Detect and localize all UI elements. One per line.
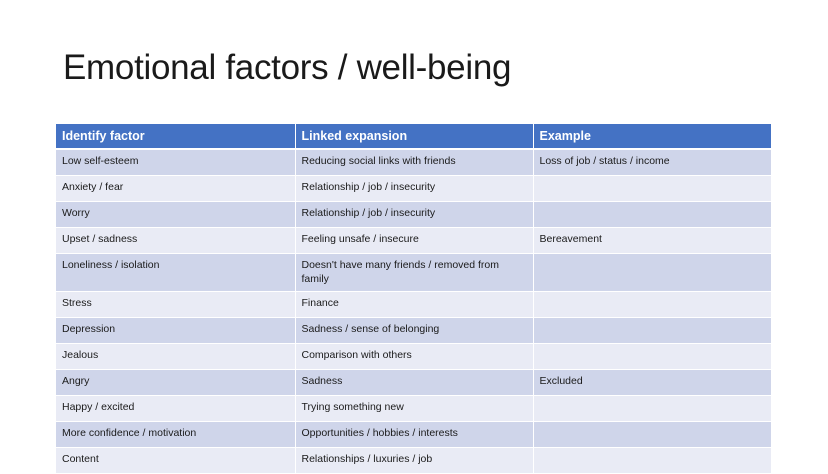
factor-cell: Loneliness / isolation (56, 253, 296, 292)
table-row: Stress Finance (56, 291, 771, 318)
expansion-cell: Relationship / job / insecurity (295, 175, 534, 202)
expansion-cell: Sadness (295, 369, 534, 396)
factor-cell: Anxiety / fear (56, 175, 296, 202)
table-row: Content Relationships / luxuries / job (56, 447, 771, 474)
table-row: Low self-esteem Reducing social links wi… (56, 149, 771, 176)
table-body: Low self-esteem Reducing social links wi… (56, 149, 771, 474)
factor-cell: Angry (56, 369, 296, 396)
example-cell (533, 201, 771, 228)
factor-cell: Depression (56, 317, 296, 344)
table-row: Depression Sadness / sense of belonging (56, 317, 771, 344)
factor-cell: Jealous (56, 343, 296, 370)
table-row: Jealous Comparison with others (56, 343, 771, 370)
expansion-cell: Relationship / job / insecurity (295, 201, 534, 228)
table-row: More confidence / motivation Opportuniti… (56, 421, 771, 448)
header-row: Identify factor Linked expansion Example (56, 124, 771, 150)
table-header: Identify factor Linked expansion Example (56, 124, 771, 150)
example-cell (533, 447, 771, 474)
factors-table: Identify factor Linked expansion Example… (56, 124, 771, 474)
expansion-cell: Reducing social links with friends (295, 149, 534, 176)
expansion-cell: Sadness / sense of belonging (295, 317, 534, 344)
factor-cell: Content (56, 447, 296, 474)
table-row: Worry Relationship / job / insecurity (56, 201, 771, 228)
example-cell (533, 175, 771, 202)
expansion-cell: Doesn't have many friends / removed from… (295, 253, 534, 292)
example-cell (533, 291, 771, 318)
header-example: Example (533, 124, 771, 150)
factor-cell: Worry (56, 201, 296, 228)
table-row: Anxiety / fear Relationship / job / inse… (56, 175, 771, 202)
table-row: Happy / excited Trying something new (56, 395, 771, 422)
expansion-cell: Trying something new (295, 395, 534, 422)
expansion-cell: Opportunities / hobbies / interests (295, 421, 534, 448)
factor-cell: Upset / sadness (56, 227, 296, 254)
example-cell: Bereavement (533, 227, 771, 254)
example-cell (533, 253, 771, 292)
header-linked-expansion: Linked expansion (295, 124, 534, 150)
table-row: Angry Sadness Excluded (56, 369, 771, 396)
expansion-cell: Feeling unsafe / insecure (295, 227, 534, 254)
factor-cell: Happy / excited (56, 395, 296, 422)
factor-cell: Low self-esteem (56, 149, 296, 176)
example-cell: Loss of job / status / income (533, 149, 771, 176)
expansion-cell: Comparison with others (295, 343, 534, 370)
table-row: Upset / sadness Feeling unsafe / insecur… (56, 227, 771, 254)
factor-cell: More confidence / motivation (56, 421, 296, 448)
example-cell (533, 395, 771, 422)
example-cell (533, 343, 771, 370)
example-cell: Excluded (533, 369, 771, 396)
expansion-cell: Finance (295, 291, 534, 318)
example-cell (533, 317, 771, 344)
expansion-cell: Relationships / luxuries / job (295, 447, 534, 474)
header-identify-factor: Identify factor (56, 124, 296, 150)
slide-title: Emotional factors / well-being (63, 48, 512, 87)
factor-cell: Stress (56, 291, 296, 318)
example-cell (533, 421, 771, 448)
table-row: Loneliness / isolation Doesn't have many… (56, 253, 771, 292)
